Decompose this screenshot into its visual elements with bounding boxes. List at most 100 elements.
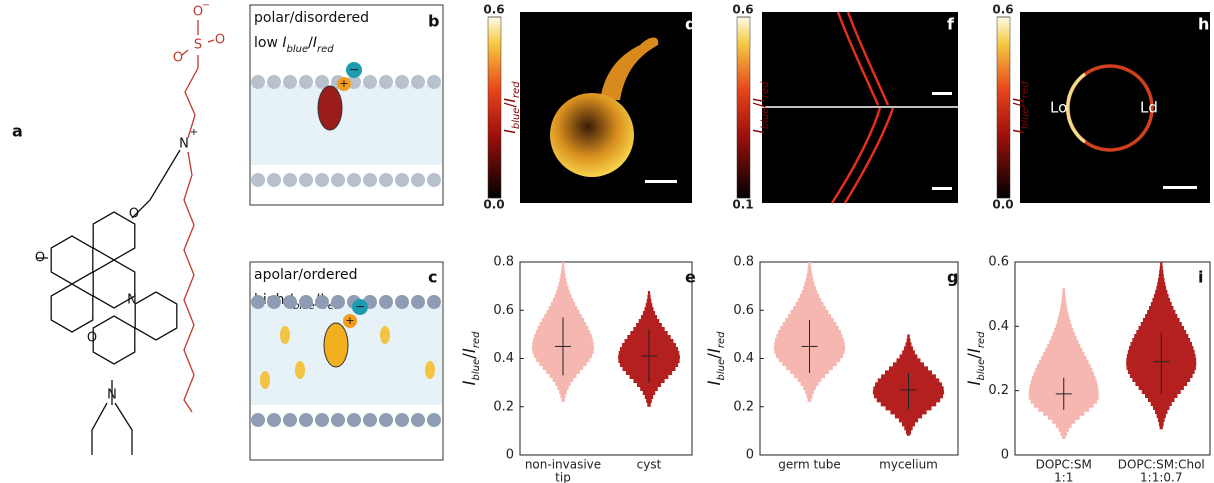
lipid-head (299, 295, 313, 309)
lipid-head (315, 173, 329, 187)
image-label: Lo (1050, 99, 1067, 117)
panel-label: e (685, 268, 696, 287)
cholesterol (280, 326, 290, 344)
ratio-part: red (324, 301, 341, 312)
ring (50, 235, 94, 285)
lipid-head (267, 413, 281, 427)
plot-frame (1014, 261, 1211, 456)
ratio-part: red (976, 331, 987, 348)
cholesterol (380, 326, 390, 344)
atom-label: − (202, 0, 210, 11)
charge: + (345, 314, 354, 327)
lipid-head (411, 75, 425, 89)
y-tick-label: 0.6 (733, 303, 754, 318)
ratio-part: I (1010, 97, 1028, 102)
image-h (1020, 12, 1210, 203)
y-tick-label: 0 (1001, 448, 1009, 463)
lipid-head (331, 295, 345, 309)
ratio-label: Iblue/Ired (1010, 81, 1031, 134)
probe (323, 322, 349, 368)
x-tick-label: DOPC:SM:Chol (1118, 458, 1205, 472)
panel-label: c (428, 268, 437, 287)
y-tick-label: 0.4 (493, 351, 514, 366)
lipid-head (379, 173, 393, 187)
cholesterol (260, 371, 270, 389)
violin (1028, 287, 1099, 439)
ratio-part: / (501, 102, 519, 108)
ratio-part: blue (976, 359, 987, 381)
y-tick-label: 0.2 (988, 383, 1009, 398)
panel-label: f (947, 15, 955, 34)
lipid-head (363, 75, 377, 89)
panel-label: d (685, 15, 696, 34)
ratio-part: I (313, 35, 317, 51)
y-tick-label: 0.4 (988, 319, 1009, 334)
lipid-head (315, 295, 329, 309)
lipid-head (379, 75, 393, 89)
ratio-label: Iblue/Ired (501, 81, 522, 134)
probe (317, 85, 343, 131)
y-tick-label: 0.4 (733, 351, 754, 366)
sulfonate-chain (181, 20, 215, 413)
lipid-head (251, 413, 265, 427)
lipid-head (395, 173, 409, 187)
lipid-head (411, 295, 425, 309)
lipid-head (379, 413, 393, 427)
x-tick-label: 1:1 (1054, 471, 1073, 483)
lipid-head (411, 413, 425, 427)
charge: + (339, 77, 348, 90)
ring (92, 315, 136, 365)
lipid-head (267, 173, 281, 187)
colorbar (736, 16, 751, 199)
lipid-head (283, 173, 297, 187)
colorbar-tick-label: 0.6 (483, 3, 504, 17)
membrane-title: apolar/ordered (254, 267, 358, 283)
lipid-head (427, 173, 441, 187)
lipid-head (299, 75, 313, 89)
cholesterol (425, 361, 435, 379)
y-tick-label: 0.6 (988, 255, 1009, 270)
ratio-part: I (460, 348, 480, 353)
ratio-part: blue (471, 359, 482, 381)
charge-plus (337, 77, 351, 91)
lipid-head (395, 295, 409, 309)
charge-minus (346, 62, 362, 78)
ratio-part: / (460, 353, 480, 359)
lipid-head (251, 173, 265, 187)
colorbar-tick-label: 0.0 (992, 198, 1013, 212)
x-tick-label: tip (555, 471, 571, 483)
ratio-part: red (317, 44, 334, 55)
ratio-label: Iblue/Ired (965, 331, 987, 386)
lipid-head (331, 413, 345, 427)
lipid-head (347, 173, 361, 187)
ratio-part: red (471, 331, 482, 348)
image-f (762, 11, 958, 204)
ratio-part: / (750, 102, 768, 108)
lipid-head (315, 75, 329, 89)
atom-label: N (107, 388, 117, 403)
charge-minus (352, 299, 368, 315)
lipid-head (331, 173, 345, 187)
y-tick-label: 0.8 (733, 255, 754, 270)
ratio-part: I (965, 348, 985, 353)
panel-label: g (947, 268, 958, 287)
colorbar (996, 16, 1011, 199)
lipid-head (411, 173, 425, 187)
y-tick-label: 0.8 (493, 255, 514, 270)
lipid-head (363, 173, 377, 187)
panel-label: i (1198, 268, 1203, 287)
charge: − (349, 63, 359, 77)
colorbar-tick-label: 0.6 (992, 3, 1013, 17)
ratio-label: Iblue/Ired (750, 81, 771, 134)
ratio-part: I (1010, 129, 1028, 134)
x-tick-label: non-invasive (525, 458, 601, 472)
lipid-head (251, 75, 265, 89)
ratio-part: / (308, 35, 313, 51)
ratio-part: I (501, 97, 519, 102)
ratio-part: red (716, 331, 727, 348)
chemical-structure (36, 149, 181, 455)
y-tick-label: 0.2 (733, 399, 754, 414)
colorbar (487, 16, 502, 199)
atom-label: N (179, 137, 189, 152)
lipid-head (427, 413, 441, 427)
